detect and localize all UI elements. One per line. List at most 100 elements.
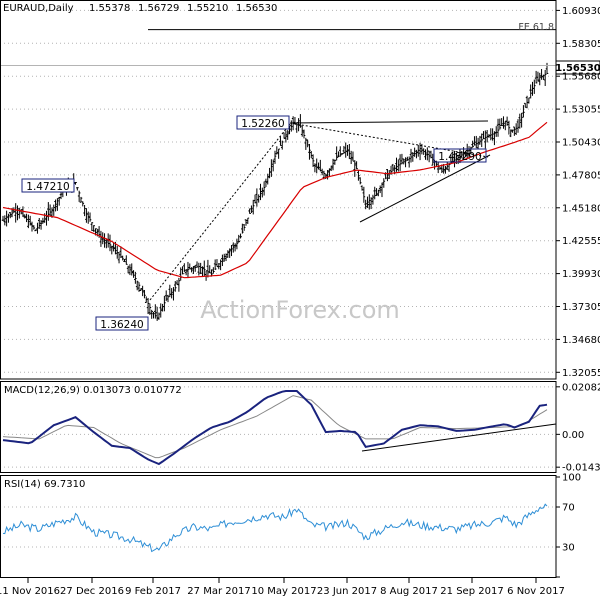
price-bar [1, 215, 5, 222]
price-bar [54, 199, 57, 212]
price-bar [222, 253, 226, 262]
price-bar [543, 69, 547, 87]
price-bar [193, 264, 197, 272]
price-bar [121, 255, 124, 261]
rsi-label: RSI(14) 69.7310 [4, 479, 85, 490]
price-bar [538, 72, 542, 86]
main-panel-frame [0, 0, 557, 380]
rsi-panel-grid [0, 506, 556, 548]
price-bar [253, 194, 257, 204]
price-bar [328, 168, 331, 177]
price-bar [221, 254, 224, 267]
x-tick-label: 27 Dec 2016 [60, 586, 124, 597]
price-bar [154, 304, 157, 319]
price-bar [172, 287, 175, 301]
price-bar [271, 159, 275, 172]
price-bar [474, 135, 478, 149]
price-bar [76, 187, 79, 191]
price-bar [239, 233, 242, 239]
x-tick-label: 10 May 2017 [251, 586, 316, 597]
price-bar [132, 270, 135, 278]
chart-title: EURAUD,Daily [3, 3, 74, 14]
y-tick-label: 1.55680 [562, 72, 600, 83]
y-tick-label: 0.020827 [562, 382, 600, 393]
label-box [236, 115, 290, 130]
price-bar [3, 215, 7, 226]
y-tick-label: -0.014386 [562, 463, 600, 474]
price-bar [375, 188, 378, 196]
price-bar [125, 255, 128, 265]
y-tick-label: 0.00 [562, 430, 584, 441]
price-bar [313, 163, 317, 173]
macd-panel-frame [0, 381, 557, 473]
price-bar [228, 248, 231, 258]
price-bar [144, 296, 148, 303]
x-tick-label: 27 Mar 2017 [187, 586, 250, 597]
price-bar [201, 266, 204, 277]
price-bar [86, 211, 90, 224]
price-bar [309, 151, 313, 159]
price-bar [150, 309, 153, 319]
price-bar [371, 194, 375, 205]
price-bar [411, 152, 415, 162]
price-bar [246, 217, 250, 224]
price-bar [117, 251, 121, 264]
price-bar [279, 136, 282, 147]
price-bar [130, 263, 134, 276]
price-bar [498, 118, 502, 130]
price-bar [484, 130, 487, 149]
price-bar [192, 266, 195, 274]
price-bar [250, 205, 253, 213]
price-bar [514, 123, 518, 135]
price-bar [110, 245, 114, 255]
price-bar [27, 214, 30, 229]
price-bar [262, 181, 266, 196]
price-bar [353, 160, 357, 177]
price-bar [280, 140, 284, 150]
price-bar [123, 258, 126, 263]
price-bar [115, 246, 119, 259]
price-bar [406, 156, 409, 161]
price-bar [520, 112, 523, 128]
price-bar [373, 186, 377, 200]
price-bar [36, 222, 39, 234]
macd-label: MACD(12,26,9) 0.013073 0.010772 [4, 385, 182, 396]
price-bar [333, 159, 337, 165]
price-bar [288, 125, 291, 135]
price-bar [534, 70, 538, 84]
price-bar [181, 266, 184, 275]
price-bar [45, 210, 48, 226]
price-bar [404, 157, 407, 168]
price-bar [536, 71, 540, 82]
price-bar [545, 62, 549, 74]
price-bar [308, 143, 311, 160]
price-bar [299, 114, 302, 128]
price-bar [382, 178, 386, 188]
price-bar [264, 178, 268, 188]
price-bar [230, 245, 233, 257]
price-bar [231, 242, 235, 253]
price-bar [157, 312, 161, 320]
y-tick-label: 1.60930 [562, 6, 600, 17]
price-bar [166, 294, 170, 303]
price-bar [509, 129, 513, 138]
price-bar [302, 129, 306, 139]
price-bar [456, 154, 460, 165]
price-bar [378, 185, 382, 194]
y-tick-label: 1.53055 [562, 105, 600, 116]
price-bar [173, 281, 177, 292]
price-bar [445, 161, 449, 171]
label-text: 1.48290 [438, 151, 481, 163]
price-bar [155, 306, 159, 321]
price-bar [259, 183, 262, 201]
price-bar [197, 262, 201, 276]
price-bar [444, 166, 447, 174]
upper-channel-dashed-line [289, 122, 489, 158]
y-tick-label: 1.42555 [562, 236, 600, 247]
price-bar [77, 190, 81, 202]
price-bar [184, 269, 188, 276]
price-bar [511, 129, 514, 133]
price-bar [340, 153, 344, 155]
price-bar [41, 217, 45, 224]
price-bar [427, 150, 431, 163]
